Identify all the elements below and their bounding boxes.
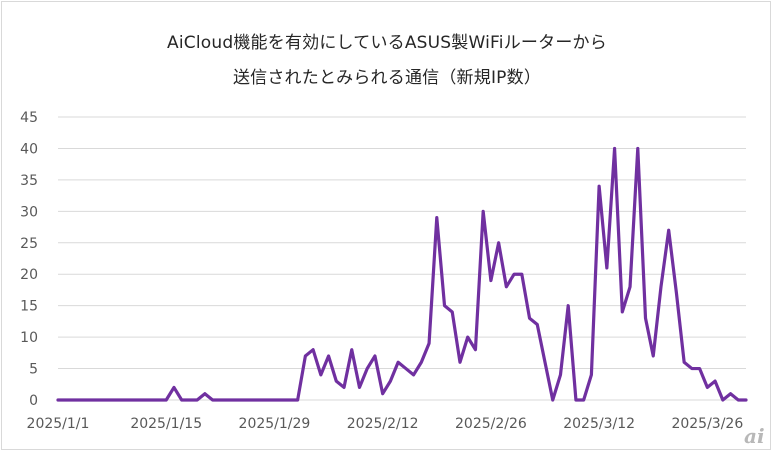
y-axis-ticks: 0 5 10 15 20 25 30 35 40 45 bbox=[20, 110, 38, 409]
x-tick-label: 2025/2/12 bbox=[347, 416, 419, 432]
x-axis-ticks: 2025/1/1 2025/1/15 2025/1/29 2025/2/12 2025/… bbox=[27, 416, 744, 432]
y-tick-label: 5 bbox=[29, 362, 38, 378]
y-tick-label: 0 bbox=[29, 393, 38, 409]
x-tick-label: 2025/3/26 bbox=[671, 416, 743, 432]
y-tick-label: 45 bbox=[20, 110, 38, 126]
x-tick-label: 2025/1/29 bbox=[239, 416, 311, 432]
ai-logo-watermark: ai bbox=[744, 424, 765, 448]
x-tick-label: 2025/1/15 bbox=[130, 416, 202, 432]
series-layer bbox=[56, 146, 748, 402]
x-tick-label: 2025/3/12 bbox=[563, 416, 635, 432]
y-tick-label: 10 bbox=[20, 330, 38, 346]
y-tick-label: 35 bbox=[20, 173, 38, 189]
x-tick-label: 2025/2/26 bbox=[455, 416, 527, 432]
y-tick-label: 40 bbox=[20, 141, 38, 157]
y-tick-label: 25 bbox=[20, 236, 38, 252]
y-tick-label: 20 bbox=[20, 267, 38, 283]
y-tick-label: 15 bbox=[20, 299, 38, 315]
y-tick-label: 30 bbox=[20, 204, 38, 220]
chart-subtitle: 送信されたとみられる通信（新規IP数） bbox=[232, 68, 542, 88]
x-tick-label: 2025/1/1 bbox=[27, 416, 90, 432]
series-line bbox=[56, 146, 748, 402]
chart-title: AiCloud機能を有効にしているASUS製WiFiルーターから bbox=[167, 33, 607, 53]
